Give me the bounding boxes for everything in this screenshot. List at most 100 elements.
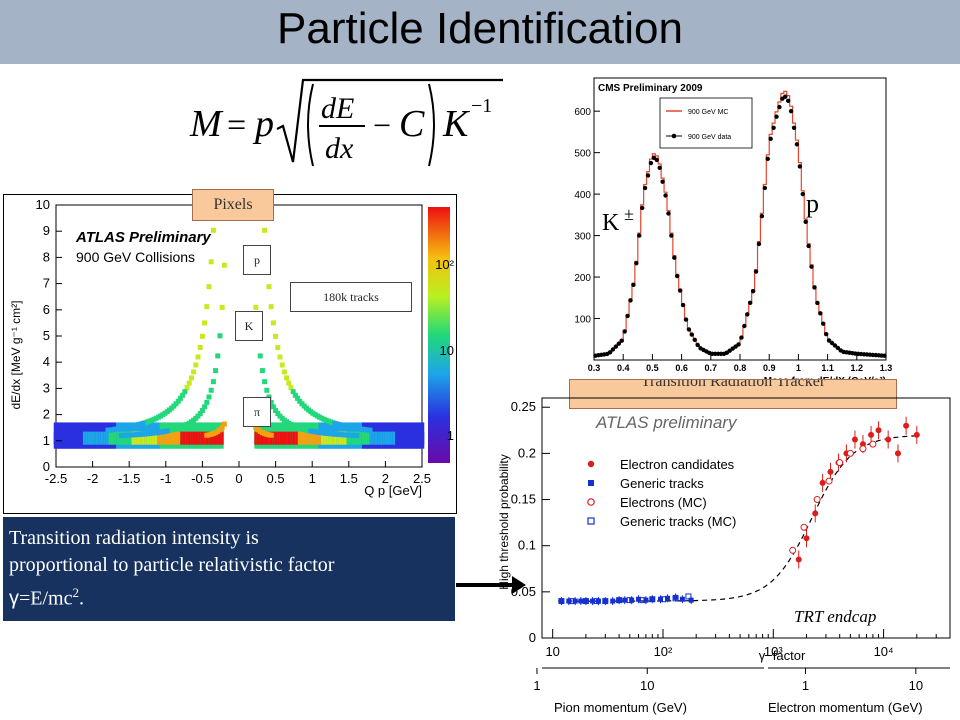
cms-x-tick-label: 0.3 [588,363,601,373]
pixels-heat-cell [191,369,197,375]
cms-legend-mc: 900 GeV MC [688,109,728,116]
pixels-heat-cell [204,432,210,438]
trt-y-tick-label: 0.1 [518,538,536,553]
cms-data-point [677,288,683,293]
pixels-heat-cell [273,333,279,339]
mass-formula: M = p dE dx − C K −1 [189,78,503,167]
pixels-heat-cell [270,320,276,326]
generic-track-point [629,597,635,603]
cms-x-tick-label: 1 [796,363,801,373]
legend-electron-candidates: Electron candidates [620,457,735,472]
pixels-heat-cell [204,304,210,310]
electron-momentum-label: Electron momentum (GeV) [768,700,923,715]
cms-x-tick-label: 0.4 [617,363,630,373]
pixels-x-tick-label: -1 [160,471,172,486]
cms-data-point [768,136,773,142]
pixels-x-axis-label: Q p [GeV] [364,483,422,498]
cms-mass-plot: CMS Preliminary 2009 900 GeV MC 900 GeV … [560,74,900,388]
pixels-heat-cell [253,304,259,310]
generic-track-point [622,597,628,603]
cms-data-point [657,165,662,171]
cms-data-point [818,311,823,316]
cms-data-point [826,338,832,343]
cms-data-point [739,335,744,340]
pixels-heat-cell [210,379,216,385]
proton-label: p [243,245,271,275]
slide-title: Particle Identification [277,4,683,53]
cms-data-point [812,285,817,290]
pixels-x-tick-label: -1.5 [118,471,140,486]
formula-eq: = [227,107,246,144]
electron-mc-point [789,546,797,554]
pixels-heat-cell [215,353,221,359]
pixels-heat-cell [210,227,216,233]
formula-de: dE [321,92,354,125]
pixels-heat-cell [286,380,292,386]
cms-data-point [639,205,645,211]
pixels-x-tick-label: 2 [382,471,389,486]
pixels-heat-cell [292,392,298,398]
cms-data-point [660,179,665,184]
cms-data-point [742,323,747,329]
electron-mc-point [859,445,867,453]
cms-y-tick-label: 300 [574,232,591,243]
caption-line-2: proportional to particle relativistic fa… [9,554,335,576]
electron-candidate-point [812,510,819,517]
cms-data-point [788,108,794,114]
pixels-heat-cell [118,433,124,439]
electron-candidate-point [868,431,875,438]
cms-data-point [823,331,829,337]
pixels-heat-cell [217,333,223,339]
cms-data-point [821,321,826,326]
trt-x-axis-label: γ−factor [759,648,806,663]
generic-track-mc-point [582,598,589,605]
pixels-heat-cell [199,333,205,339]
cms-data-point [689,332,695,337]
generic-track-point [616,597,622,603]
generic-track-mc-point [602,598,609,605]
formula-c: C [399,103,425,145]
electron-mc-point [869,440,877,448]
generic-track-point [566,598,572,604]
cms-data-point [750,288,756,294]
cms-data-point [753,269,759,274]
generic-track-mc-point [685,593,692,600]
formula-dx: dx [325,132,354,165]
caption-gamma: γ [9,587,19,610]
legend-generic-tracks-mc: Generic tracks (MC) [620,514,736,529]
electron-mc-point [825,477,833,485]
generic-track-mc-point [672,595,679,602]
pixels-heat-cell [208,387,214,393]
legend-electrons-mc: Electrons (MC) [620,495,707,510]
cms-x-tick-label: 1.3 [880,363,893,373]
cms-data-point [692,337,697,342]
trt-y-axis-label: High threshold probability [497,454,511,589]
pixels-heat-cell [268,304,274,310]
pixels-heat-cell [195,354,201,360]
trt-tag-text: Transition Radiation Tracker [640,379,826,390]
cms-data-point [666,211,671,216]
cms-data-point [634,261,639,266]
formula-k: K [442,103,470,145]
pixels-heat-cell [262,227,268,233]
color-tick-1: 1 [447,428,454,443]
formula-minus: − [373,107,391,143]
trt-y-tick-label: 0.2 [518,445,536,460]
pixels-heat-cell [297,398,303,404]
cms-data-point [631,282,636,288]
cms-data-point [736,342,741,347]
trt-probability-plot: 00.050.10.150.20.25 10 10² 10³ 10⁴ ATLAS pr… [497,397,951,715]
pixels-heat-cell [277,354,283,360]
pixels-y-tick-label: 4 [43,354,50,369]
cms-y-tick-label: 500 [574,149,591,160]
cms-data-point [809,264,814,269]
trt-plot-panel [492,383,960,720]
pixels-heat-cell [193,362,199,368]
pixels-heat-cell [281,369,287,375]
legend-generic-tracks: Generic tracks [620,476,704,491]
pixels-heat-cell [367,427,373,433]
cms-data-point [613,344,619,349]
cms-y-tick-label: 400 [574,190,591,201]
color-tick-100: 10² [435,257,454,272]
pion-momentum-tick-label: 1 [533,678,540,693]
